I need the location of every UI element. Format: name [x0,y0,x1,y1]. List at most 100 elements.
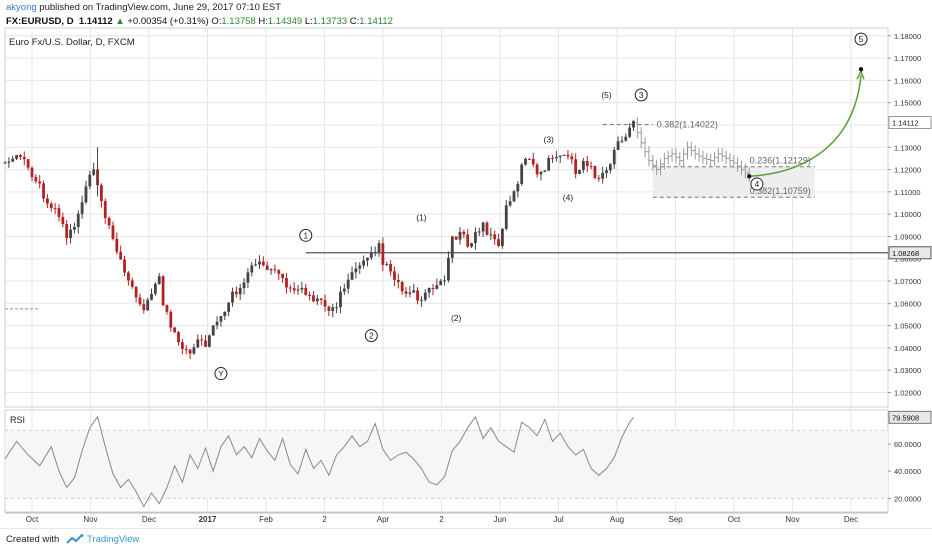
candle-body [439,280,443,286]
candle-body [574,159,578,174]
price-tick-label: 1.15000 [894,99,921,108]
candle-body [319,298,323,301]
high-value: 1.14349 [267,16,303,27]
candle-body [49,203,53,208]
candle-body [169,311,173,328]
candle-body [99,185,103,202]
candle-body [7,161,11,163]
candle-body [273,269,277,271]
candle-body [111,225,115,239]
wave-label: 2 [369,331,374,341]
price-tick-label: 1.07000 [894,277,921,286]
candle-body [231,291,234,303]
candle-body [150,293,153,300]
time-tick-label: 2017 [199,515,217,524]
candle-body [57,208,61,217]
last-price-label: 1.14112 [892,118,919,127]
wave-label: 4 [755,179,760,189]
time-tick-label: 2 [322,515,327,524]
wave-label: (1) [416,213,427,223]
rsi-band-fill [5,430,888,499]
candle-body [304,287,308,296]
time-tick-label: Dec [844,515,858,524]
candle-body [161,276,165,306]
candle-body [408,292,412,294]
price-tick-label: 1.09000 [894,232,921,241]
candle-body [219,316,223,322]
time-tick-label: Dec [142,515,156,524]
high-label: H: [258,16,268,27]
change-value: +0.00354 (+0.31%) [127,16,209,27]
candle-body [296,289,300,291]
time-tick-label: Sep [668,515,683,524]
candle-body [493,234,497,240]
candle-body [92,169,96,175]
publish-info: published on TradingView.com, June 29, 2… [39,2,281,13]
grid [4,27,889,513]
candle-body [15,155,18,159]
candle-body [458,231,462,240]
chart-canvas[interactable]: 0.382(1.14022) 0.236(1.12129) 0.382(1.1075… [0,0,932,528]
candle-body [261,261,265,266]
candle-body [481,222,485,232]
price-pane-border [4,27,889,408]
candle-body [369,252,373,258]
candle-body [535,164,539,175]
candle-body [335,307,339,309]
candle-body [443,280,446,282]
candle-body [543,170,547,172]
candle-body [73,227,76,230]
candle-body [173,327,177,333]
close-label: C: [349,16,360,27]
candle-body [254,264,258,266]
wave-label: (4) [563,192,574,202]
candle-body [470,243,473,247]
candle-body [300,287,304,290]
candle-body [153,283,157,294]
candle-body [427,288,431,293]
time-tick-label: Oct [26,515,39,524]
candle-body [46,198,49,204]
candle-body [215,321,219,326]
wave-label: (3) [543,134,554,144]
annotations: Y 1 2 (1) (2) (3) (4) (5) 3 4 5 [214,32,868,381]
candle-body [420,299,423,301]
time-tick-label: Apr [377,515,390,524]
candle-body [497,239,500,246]
wave-circle [214,367,228,381]
projection-start-dot [746,174,752,179]
candle-body [520,164,524,184]
candle-body [134,286,138,298]
candle-body [196,339,200,348]
price-tick-label: 1.10000 [894,210,921,219]
candle-body [400,281,404,292]
candle-body [554,156,558,159]
candle-body [597,178,601,180]
open-value: 1.13758 [221,16,256,27]
candle-body [593,166,597,179]
footer: Created with TradingView [0,528,932,551]
rsi-tick-label: 40.0000 [894,467,921,476]
candle-body [246,272,250,283]
candle-body [601,172,605,179]
candle-body [192,347,196,354]
time-tick-label: Oct [728,515,741,524]
projected-candles [635,117,752,182]
candle-body [69,229,72,239]
tradingview-brand[interactable]: TradingView [87,534,140,545]
candle-body [103,201,107,218]
time-tick-label: Nov [83,515,97,524]
projection-end-dot [858,67,864,72]
candle-body [423,292,427,300]
time-tick-label: Nov [785,515,799,524]
candle-body [292,288,296,291]
author-link[interactable]: akyong [6,2,37,13]
candle-body [339,291,342,308]
price-tick-label: 1.13000 [894,143,921,152]
projection-arrow [749,75,862,178]
candle-body [234,291,238,295]
candle-body [188,349,192,354]
candle-body [3,162,7,164]
candle-body [142,304,146,311]
candle-body [126,272,130,281]
